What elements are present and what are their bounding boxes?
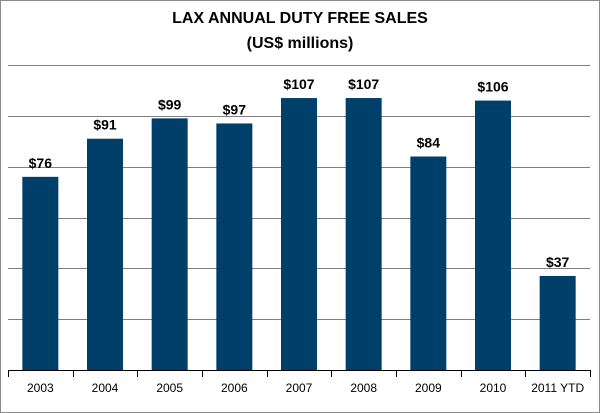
data-label: $107 (348, 76, 379, 92)
x-tick-label: 2004 (92, 381, 119, 395)
x-tick-label: 2007 (286, 381, 313, 395)
data-label: $76 (29, 155, 53, 171)
data-label: $97 (223, 101, 247, 117)
x-tick-label: 2011 YTD (531, 381, 584, 395)
chart-subtitle: (US$ millions) (246, 35, 354, 52)
data-label: $84 (417, 135, 441, 151)
bar (87, 138, 123, 370)
bar (22, 176, 59, 370)
bar (151, 118, 188, 370)
x-tick-label: 2003 (27, 381, 54, 395)
bar (281, 98, 317, 371)
data-label: $37 (546, 254, 570, 270)
bar (475, 100, 511, 370)
x-tick-label: 2008 (350, 381, 377, 395)
data-label: $106 (477, 79, 508, 95)
data-label: $107 (283, 76, 314, 92)
data-label: $91 (93, 117, 117, 133)
x-tick-label: 2006 (221, 381, 248, 395)
bar (216, 123, 253, 370)
x-tick-label: 2010 (480, 381, 507, 395)
x-tick-label: 2009 (415, 381, 442, 395)
data-label: $99 (158, 96, 182, 112)
bar (345, 98, 382, 371)
bar (410, 156, 447, 370)
chart-title: LAX ANNUAL DUTY FREE SALES (172, 10, 428, 27)
bar (539, 275, 576, 370)
x-tick-label: 2005 (156, 381, 183, 395)
